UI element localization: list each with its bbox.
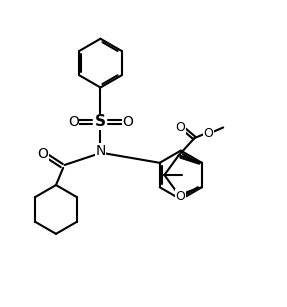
Text: O: O [203, 127, 213, 140]
Text: N: N [95, 144, 106, 157]
Text: O: O [122, 115, 133, 129]
Text: O: O [68, 115, 79, 129]
Text: O: O [38, 146, 49, 161]
Text: S: S [95, 115, 106, 130]
Text: O: O [175, 121, 185, 134]
Text: O: O [175, 190, 185, 203]
